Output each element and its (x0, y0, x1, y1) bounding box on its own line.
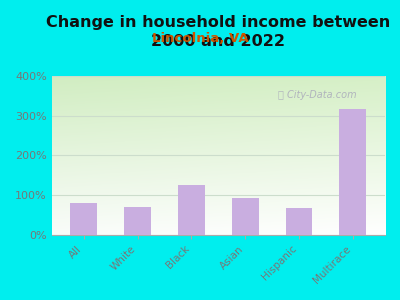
Bar (178, 185, 205, 235)
Text: Lincolnia, VA: Lincolnia, VA (152, 32, 248, 44)
Text: ⓘ City-Data.com: ⓘ City-Data.com (278, 90, 357, 100)
Bar (232, 198, 259, 235)
Title: Change in household income between
2000 and 2022: Change in household income between 2000 … (46, 15, 390, 49)
Bar (70, 203, 97, 235)
Bar (124, 207, 151, 235)
Bar (286, 208, 312, 235)
Bar (339, 109, 366, 235)
